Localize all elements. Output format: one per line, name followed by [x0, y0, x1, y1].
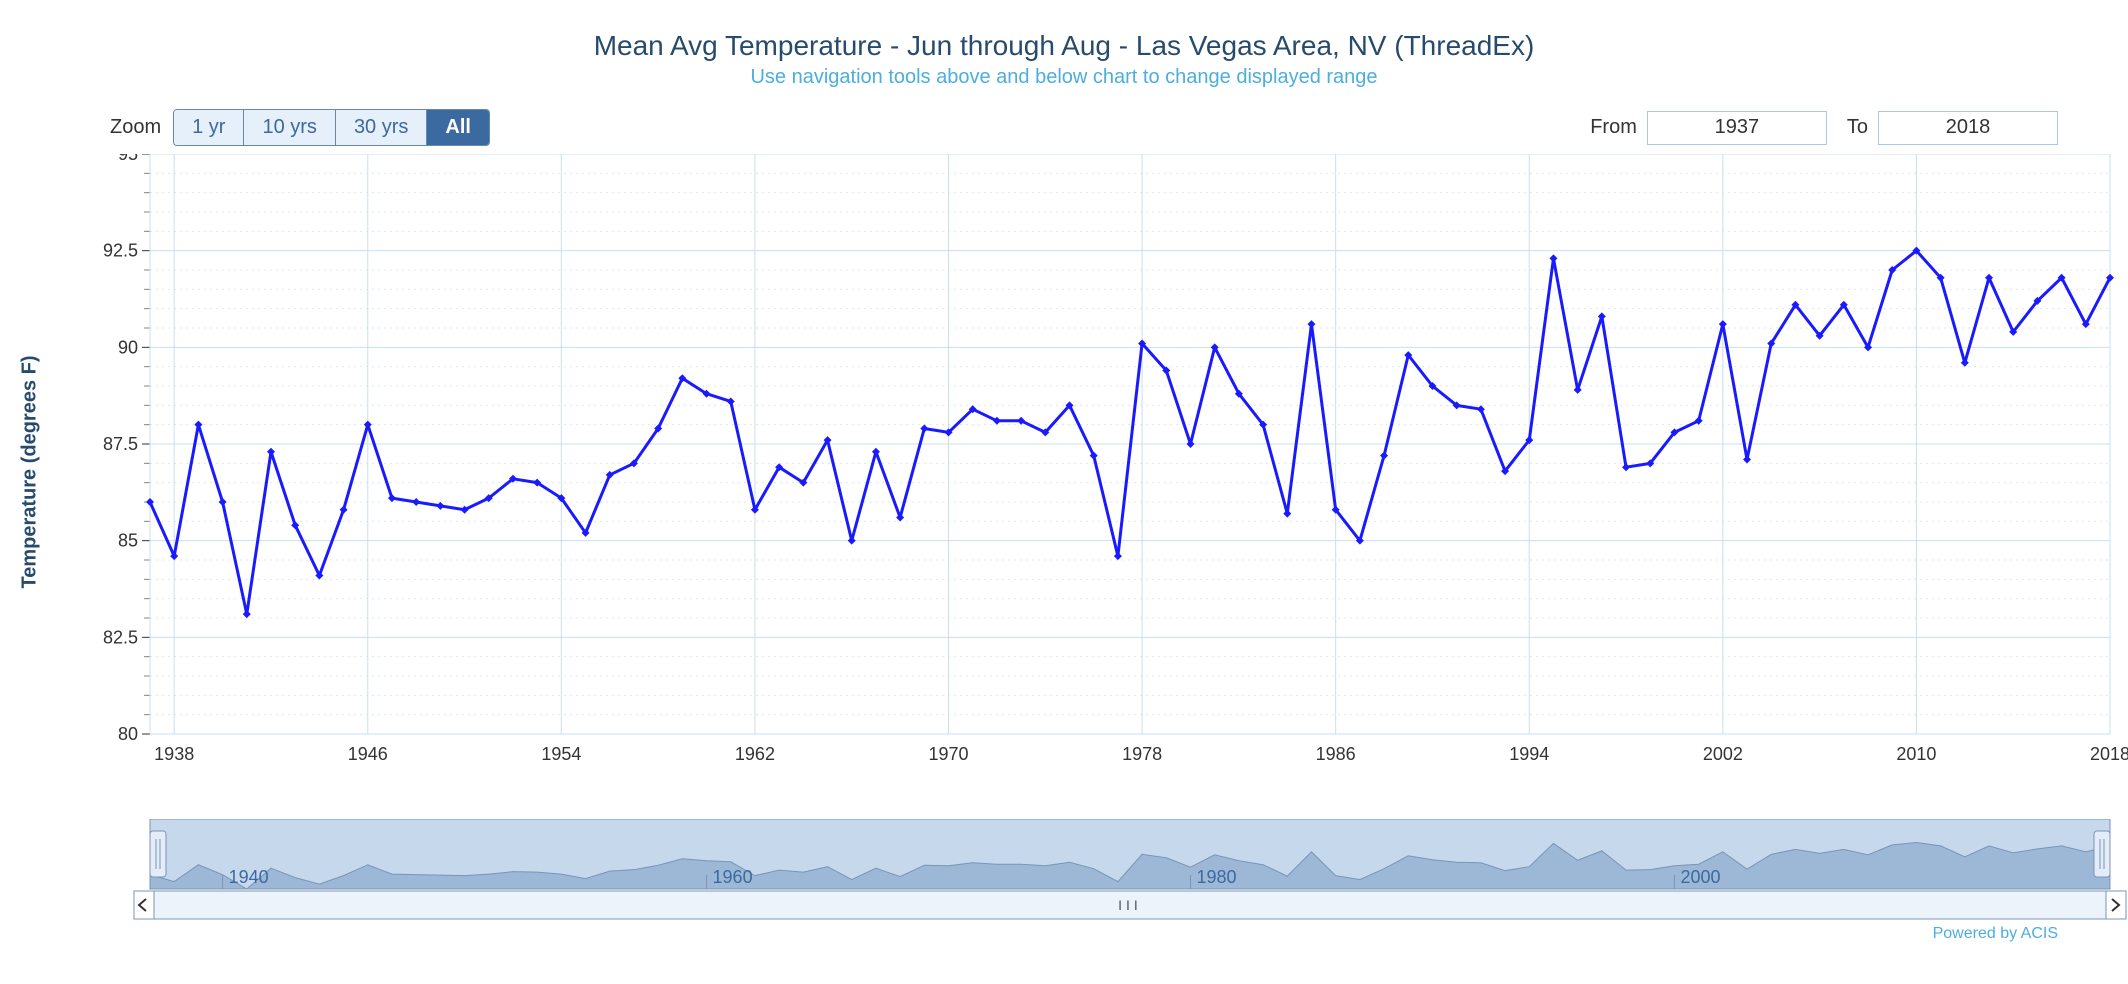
zoom-button-group: 1 yr10 yrs30 yrsAll	[173, 109, 490, 146]
svg-text:1954: 1954	[541, 744, 581, 764]
svg-text:1938: 1938	[154, 744, 194, 764]
range-to-input[interactable]	[1878, 111, 2058, 145]
chart-title: Mean Avg Temperature - Jun through Aug -…	[0, 30, 2128, 62]
navigator-svg[interactable]: 1940 1960 1980 2000 III	[60, 819, 2128, 921]
navigator: 1940 1960 1980 2000 III	[60, 819, 2128, 921]
svg-text:1946: 1946	[348, 744, 388, 764]
chart-subtitle: Use navigation tools above and below cha…	[0, 66, 2128, 89]
svg-text:1978: 1978	[1122, 744, 1162, 764]
svg-text:2000: 2000	[1680, 867, 1720, 887]
zoom-button-30-yrs[interactable]: 30 yrs	[336, 110, 427, 145]
svg-text:82.5: 82.5	[103, 627, 138, 647]
zoom-button-10-yrs[interactable]: 10 yrs	[244, 110, 335, 145]
svg-text:1986: 1986	[1316, 744, 1356, 764]
footer-credit: Powered by ACIS	[0, 921, 2128, 943]
svg-text:1960: 1960	[713, 867, 753, 887]
plot-area: Temperature (degrees F) 8082.58587.59092…	[60, 154, 2128, 789]
zoom-button-1-yr[interactable]: 1 yr	[174, 110, 244, 145]
svg-text:2018: 2018	[2090, 744, 2128, 764]
svg-text:1970: 1970	[928, 744, 968, 764]
svg-text:1994: 1994	[1509, 744, 1549, 764]
main-chart-svg[interactable]: 80 82.5 85 87.5 90 92.5 95 1938 1946 1954 1962 1970…	[60, 154, 2128, 784]
svg-text:III: III	[1118, 897, 1142, 913]
scroll-right-button[interactable]	[2106, 891, 2126, 919]
range-from-input[interactable]	[1647, 111, 1827, 145]
svg-text:2002: 2002	[1703, 744, 1743, 764]
svg-text:87.5: 87.5	[103, 434, 138, 454]
navigator-handle[interactable]	[2094, 831, 2110, 877]
svg-text:1940: 1940	[229, 867, 269, 887]
svg-text:90: 90	[118, 337, 138, 357]
zoom-button-all[interactable]: All	[427, 110, 489, 145]
svg-text:85: 85	[118, 531, 138, 551]
zoom-label: Zoom	[110, 116, 161, 139]
chart-container: Mean Avg Temperature - Jun through Aug -…	[0, 0, 2128, 984]
svg-text:2010: 2010	[1896, 744, 1936, 764]
navigator-handle[interactable]	[150, 831, 166, 877]
range-to-label: To	[1847, 116, 1868, 139]
scroll-left-button[interactable]	[134, 891, 154, 919]
svg-text:92.5: 92.5	[103, 241, 138, 261]
range-from-label: From	[1590, 116, 1637, 139]
svg-text:1962: 1962	[735, 744, 775, 764]
svg-text:95: 95	[118, 154, 138, 164]
y-axis-title: Temperature (degrees F)	[19, 355, 42, 588]
svg-text:1980: 1980	[1196, 867, 1236, 887]
controls-row: Zoom 1 yr10 yrs30 yrsAll From To	[0, 109, 2128, 146]
svg-text:80: 80	[118, 724, 138, 744]
